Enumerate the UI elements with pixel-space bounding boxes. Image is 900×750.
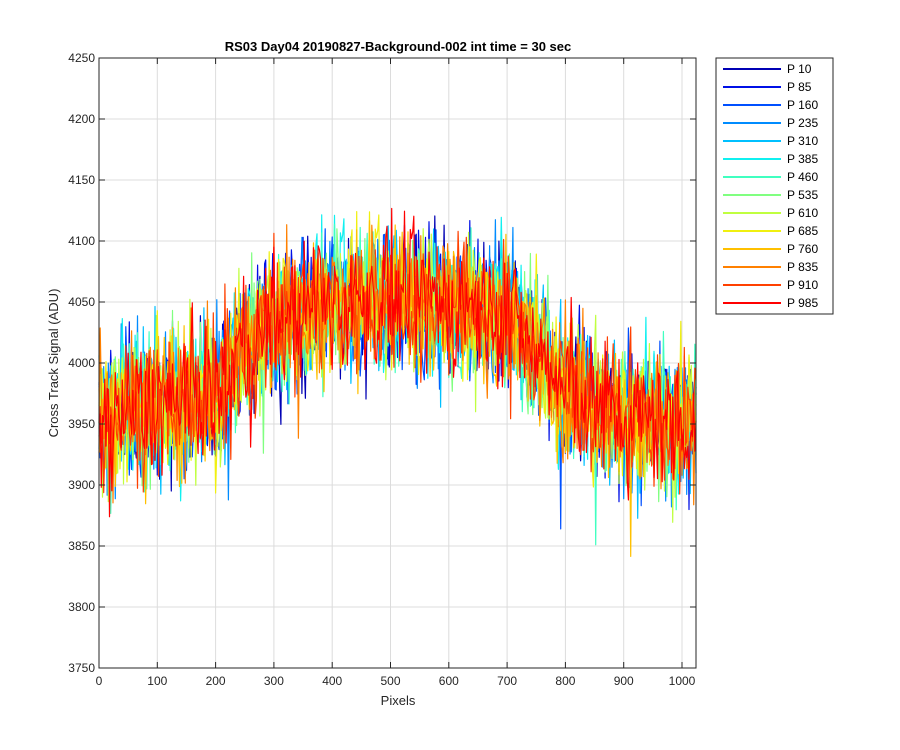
y-tick-label: 3750 [68,661,95,675]
legend-label: P 760 [787,242,818,256]
y-tick-label: 3850 [68,539,95,553]
x-tick-label: 300 [264,674,284,688]
legend-label: P 535 [787,188,818,202]
legend-label: P 85 [787,80,812,94]
legend: P 10 P 85 P 160 P 235 P 310 P 385 P 460 P 535 P … [715,57,834,315]
x-tick-label: 700 [497,674,517,688]
y-tick-label: 3900 [68,478,95,492]
chart-title: RS03 Day04 20190827-Background-002 int t… [225,39,572,54]
x-tick-label: 600 [439,674,459,688]
x-tick-label: 100 [147,674,167,688]
x-tick-label: 500 [380,674,400,688]
legend-label: P 685 [787,224,818,238]
y-tick-label: 4100 [68,234,95,248]
x-tick-label: 1000 [669,674,696,688]
legend-label: P 985 [787,296,818,310]
y-tick-label: 4150 [68,173,95,187]
y-tick-label: 3950 [68,417,95,431]
x-tick-label: 0 [96,674,103,688]
y-tick-label: 4050 [68,295,95,309]
x-tick-label: 900 [614,674,634,688]
legend-label: P 385 [787,152,818,166]
y-tick-label: 4250 [68,51,95,65]
axes: 0 100 200 300 400 500 600 700 800 900 1000 3750 3800… [68,51,696,688]
legend-box [715,57,834,315]
x-tick-label: 200 [206,674,226,688]
legend-label: P 310 [787,134,818,148]
legend-label: P 910 [787,278,818,292]
legend-label: P 460 [787,170,818,184]
legend-label: P 160 [787,98,818,112]
y-axis-label: Cross Track Signal (ADU) [46,289,61,438]
series-line [98,207,697,518]
x-tick-label: 800 [555,674,575,688]
legend-label: P 235 [787,116,818,130]
y-tick-label: 4200 [68,112,95,126]
x-tick-label: 400 [322,674,342,688]
y-tick-label: 3800 [68,600,95,614]
y-tick-label: 4000 [68,356,95,370]
legend-label: P 10 [787,62,812,76]
legend-label: P 835 [787,260,818,274]
x-axis-label: Pixels [381,693,416,708]
series-layer [98,207,697,557]
legend-label: P 610 [787,206,818,220]
